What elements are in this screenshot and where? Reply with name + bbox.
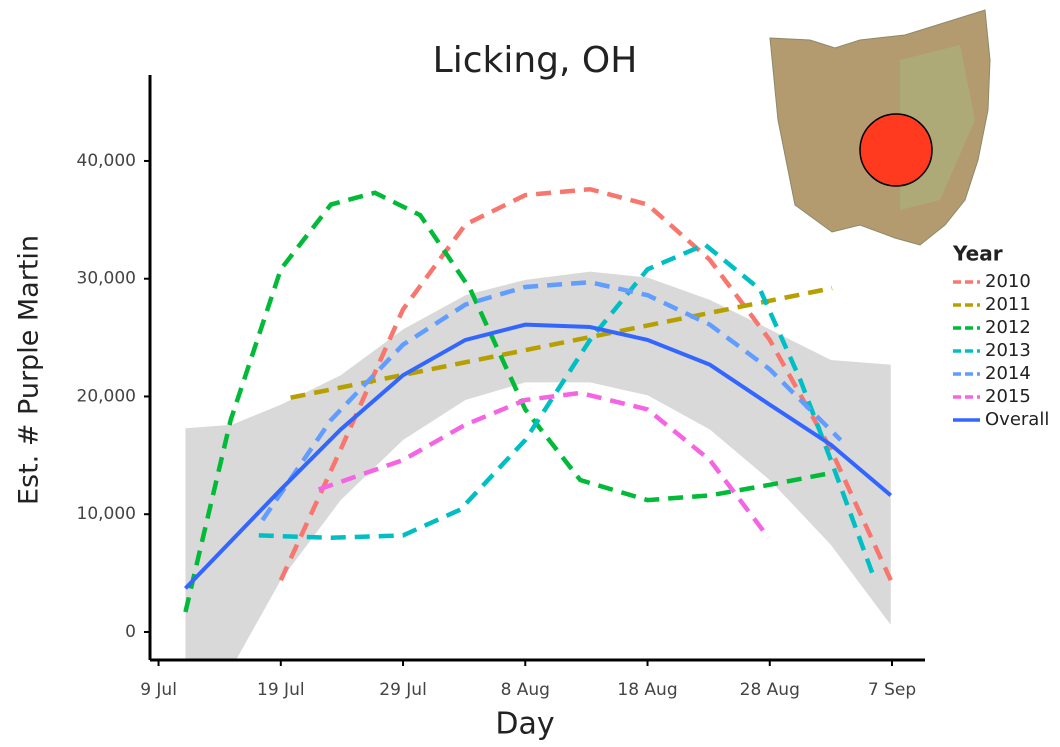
legend-label: 2015 [985, 386, 1031, 407]
plot-area [185, 189, 890, 702]
legend-label: Overall [985, 409, 1049, 430]
y-tick-label: 0 [125, 622, 136, 642]
legend-label: 2011 [985, 294, 1031, 315]
x-tick-label: 29 Jul [379, 680, 427, 700]
x-tick-label: 18 Aug [617, 680, 677, 700]
location-marker [860, 114, 932, 186]
legend-label: 2013 [985, 340, 1031, 361]
y-tick-label: 10,000 [77, 504, 136, 524]
y-tick-label: 30,000 [77, 269, 136, 289]
chart-title: Licking, OH [433, 40, 638, 81]
confidence-band [185, 272, 890, 703]
legend-label: 2012 [985, 317, 1031, 338]
legend-label: 2010 [985, 271, 1031, 292]
x-tick-label: 9 Jul [140, 680, 177, 700]
chart: 0 10,000 20,000 30,000 40,000 9 Jul 19 Jul 29 J… [0, 0, 1060, 747]
x-axis-label: Day [495, 707, 554, 742]
legend-title: Year [952, 242, 1003, 266]
x-tick-label: 28 Aug [740, 680, 800, 700]
y-tick-label: 20,000 [77, 386, 136, 406]
state-map-inset [770, 10, 990, 245]
y-axis-label: Est. # Purple Martin [14, 235, 45, 505]
legend-label: 2014 [985, 363, 1031, 384]
x-tick-label: 7 Sep [868, 680, 916, 700]
y-tick-label: 40,000 [77, 151, 136, 171]
x-tick-label: 8 Aug [501, 680, 550, 700]
x-tick-label: 19 Jul [257, 680, 305, 700]
